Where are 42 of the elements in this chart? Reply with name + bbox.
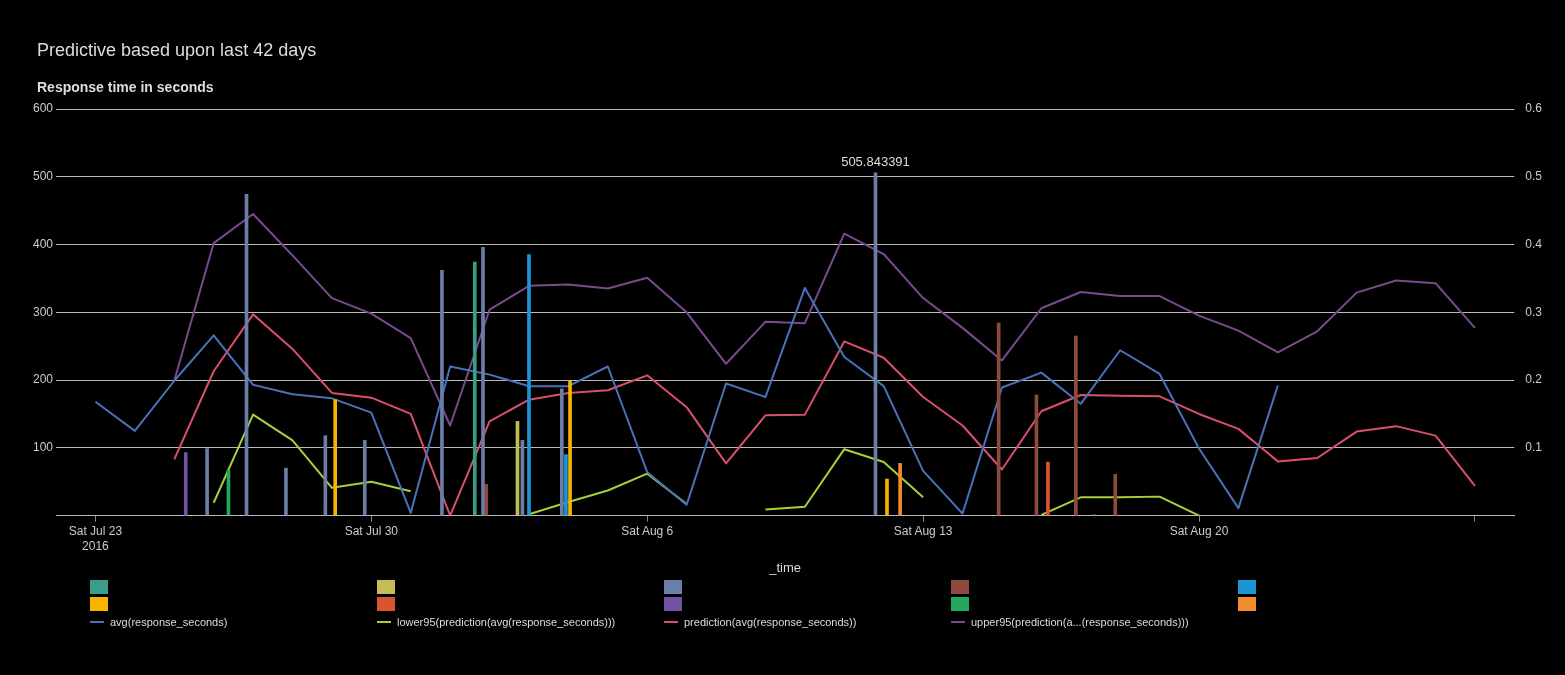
- y-tick-label: 200: [32, 372, 54, 387]
- legend-label: upper95(prediction(a...(response_seconds))): [971, 616, 1189, 628]
- bar: [1113, 473, 1118, 516]
- bar: [205, 448, 209, 516]
- x-tick-label: Sat Aug 20: [1169, 524, 1229, 539]
- y2-tick-label: 0.4: [1525, 236, 1543, 251]
- x-tick-label: Sat Aug 13: [893, 524, 953, 539]
- annotation: 505.843391: [841, 153, 910, 169]
- legend-label: lower95(prediction(avg(response_seconds))): [397, 616, 616, 628]
- bar: [885, 478, 889, 516]
- y-tick-label: 400: [32, 236, 54, 251]
- bar: [560, 388, 564, 516]
- legend-label: prediction(avg(response_seconds)): [684, 616, 857, 628]
- y-tick-label: 100: [32, 440, 54, 455]
- y2-tick-label: 0.6: [1525, 101, 1543, 116]
- x-axis-title: _time: [768, 559, 802, 575]
- y-tick-label: 500: [32, 169, 54, 184]
- y-tick-label: 600: [32, 101, 54, 116]
- bar: [1074, 335, 1078, 516]
- y2-tick-label: 0.1: [1525, 440, 1543, 455]
- bar: [472, 261, 477, 516]
- bar: [183, 452, 188, 516]
- bar: [564, 454, 568, 516]
- y2-tick-label: 0.5: [1525, 169, 1543, 184]
- chart-subtitle: Response time in seconds: [37, 79, 215, 95]
- bar: [481, 246, 485, 516]
- bar: [1046, 461, 1050, 516]
- bar: [898, 463, 902, 516]
- bar: [440, 269, 444, 516]
- bar: [362, 440, 367, 516]
- legend-label: avg(response_seconds): [110, 616, 228, 628]
- y-tick-label: 300: [32, 304, 54, 319]
- bar: [333, 399, 338, 516]
- y2-tick-label: 0.3: [1525, 304, 1543, 319]
- x-tick-label: Sat Jul 23 2016: [68, 524, 123, 553]
- x-tick-label: Sat Jul 30: [344, 524, 399, 539]
- bar: [284, 467, 288, 516]
- x-tick-label: Sat Aug 6: [621, 524, 674, 539]
- y2-tick-label: 0.2: [1525, 372, 1543, 387]
- chart-title: Predictive based upon last 42 days: [37, 40, 318, 61]
- bar: [527, 254, 531, 516]
- bar: [568, 380, 572, 516]
